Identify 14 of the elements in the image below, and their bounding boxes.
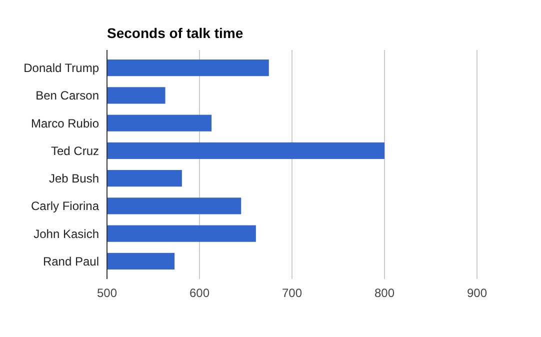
y-tick-label: Marco Rubio: [30, 116, 100, 130]
y-tick-label: Donald Trump: [24, 61, 100, 76]
x-tick-label: 600: [189, 286, 210, 300]
x-tick-label: 800: [374, 286, 395, 300]
x-tick-label: 700: [282, 286, 302, 300]
y-tick-label: Carly Fiorina: [30, 199, 100, 214]
x-tick-label: 900: [466, 286, 488, 300]
y-tick-label: Ben Carson: [36, 88, 99, 103]
y-tick-label: Rand Paul: [42, 254, 99, 268]
x-tick-label: 500: [96, 286, 118, 300]
chart-title: Seconds of talk time: [107, 25, 244, 41]
y-tick-label: Jeb Bush: [48, 172, 99, 186]
y-tick-label: Ted Cruz: [50, 144, 99, 158]
y-tick-label: John Kasich: [34, 226, 99, 241]
